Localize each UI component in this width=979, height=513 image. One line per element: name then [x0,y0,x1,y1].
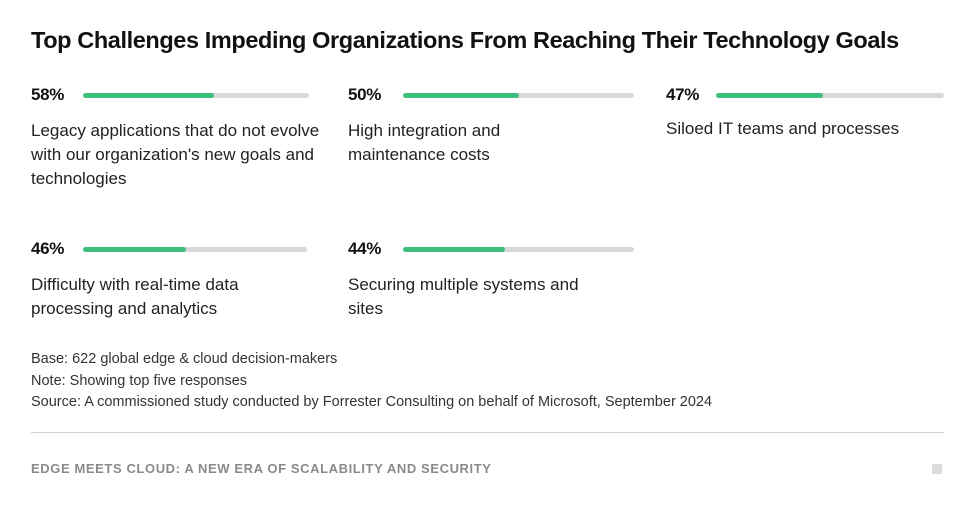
bar-track [403,93,634,98]
percent-label: 47% [666,85,700,104]
percent-label: 44% [348,239,382,258]
responses-note: Note: Showing top five responses [31,372,248,389]
bar-fill [403,247,505,252]
chart-title: Top Challenges Impeding Organizations Fr… [31,27,899,53]
challenge-label: Securing multiple systems and sites [348,275,579,318]
divider [31,432,944,433]
chart-notes: Base: 622 global edge & cloud decision-m… [31,349,961,414]
bar-track [716,93,944,98]
page-marker-icon [932,464,942,474]
challenge-label: High integration and maintenance costs [348,121,501,164]
source-note: Source: A commissioned study conducted b… [31,394,713,410]
percent-label: 50% [348,85,382,104]
bar-fill [83,247,187,252]
bar-fill [403,93,519,98]
percent-label: 46% [31,239,65,258]
bar-fill [83,93,215,98]
base-note: Base: 622 global edge & cloud decision-m… [31,351,338,367]
percent-label: 58% [31,85,65,104]
challenge-label: Difficulty with real-time data processin… [31,275,239,318]
bar-track [403,247,634,252]
bar-track [83,247,307,252]
challenge-label: Legacy applications that do not evolve w… [31,121,320,188]
bar-track [83,93,309,98]
footer-title: EDGE MEETS CLOUD: A NEW ERA OF SCALABILI… [31,461,492,476]
challenge-label: Siloed IT teams and processes [666,119,900,138]
bar-fill [716,93,824,98]
